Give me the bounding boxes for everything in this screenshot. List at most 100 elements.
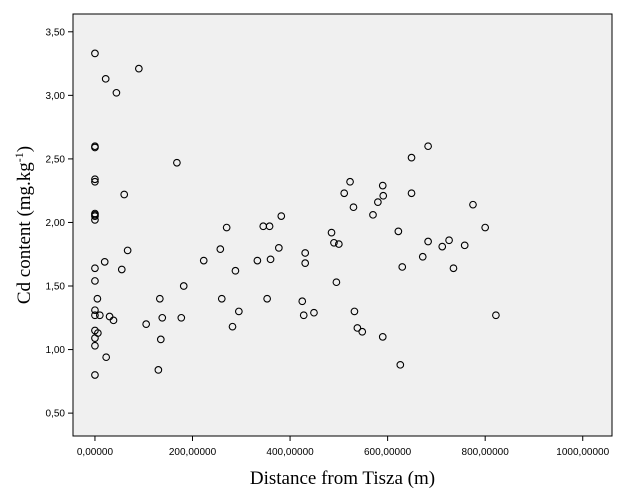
data-point [234,307,243,316]
data-point [231,266,240,275]
data-point [93,294,102,303]
data-point [301,249,310,257]
data-point [277,212,286,220]
x-tick-label: 400,00000 [266,447,314,458]
data-point [460,241,469,250]
y-tick-label: 0,50 [46,409,66,420]
data-point [394,227,403,236]
data-point [91,177,99,186]
data-point [112,88,121,97]
data-point [228,322,237,331]
data-point [298,297,307,306]
y-axis-title-superscript: -1 [12,152,26,162]
y-tick-label: 1,50 [46,282,66,293]
data-point [378,333,387,341]
x-tick-label: 1000,00000 [556,447,609,458]
data-point [105,312,114,321]
data-point [91,216,99,224]
data-point [154,366,163,374]
data-point [135,64,143,73]
data-point [155,294,164,303]
data-point [216,245,225,254]
data-point [330,238,338,247]
data-point [91,49,99,58]
data-point [158,313,167,322]
data-point [199,256,208,265]
data-point [91,175,99,184]
data-point [310,308,318,317]
y-axis: 0,50 1,00 1,50 2,00 2,50 3,00 3,50 [46,27,73,420]
data-point [469,200,477,209]
data-point [396,360,405,369]
plot-area [73,14,612,436]
data-point [332,278,341,287]
data-point [418,252,427,261]
data-point [91,143,99,152]
y-tick-label: 2,00 [46,218,66,229]
data-point [274,244,283,252]
data-point [481,223,490,232]
data-point [123,246,132,255]
data-point [91,311,99,320]
data-point [173,158,181,167]
data-point [379,191,388,200]
data-point [101,74,110,83]
y-tick-label: 3,50 [46,27,66,38]
data-point [263,294,271,303]
y-tick-label: 1,00 [46,345,66,356]
data-point [156,335,165,344]
y-axis-title: Cd content (mg.kg-1) [12,146,35,304]
y-axis-title-close: ) [14,146,35,152]
data-point [94,329,102,337]
data-point [407,153,416,162]
data-point [91,212,99,220]
data-points [91,49,500,379]
data-point [398,263,407,271]
y-tick-label: 3,00 [46,91,66,102]
data-point [120,190,129,199]
data-point [350,307,359,316]
data-point [91,306,99,315]
x-tick-label: 200,00000 [169,447,217,458]
data-point [91,371,99,379]
data-point [177,313,186,322]
data-point [95,311,104,320]
data-point [91,341,99,350]
data-point [374,198,382,206]
data-point [117,265,126,274]
data-point [91,277,99,285]
x-tick-label: 600,00000 [364,447,412,458]
data-point [424,142,432,151]
data-point [407,189,416,198]
data-point [346,177,354,186]
data-point [102,353,111,362]
data-point [349,203,358,212]
x-axis-title: Distance from Tisza (m) [250,468,435,489]
x-tick-label: 800,00000 [462,447,510,458]
data-point [266,255,275,264]
data-point [327,228,336,237]
data-point [449,264,458,273]
y-axis-title-main: Cd content (mg.kg [14,162,35,304]
data-point [438,242,447,251]
data-point [369,210,377,219]
x-axis: 0,00000 200,00000 400,00000 600,00000 800,00… [77,436,610,458]
data-point [445,236,453,245]
data-point [378,181,387,190]
data-point [358,327,367,336]
data-point [492,311,500,320]
y-tick-label: 2,50 [46,154,66,165]
data-point [179,282,188,290]
data-point [109,316,118,325]
data-point [142,320,151,328]
plot-frame [72,13,613,437]
data-point [253,256,262,265]
data-point [353,324,362,332]
data-point [217,294,226,303]
data-point [100,258,109,266]
data-point [334,240,343,248]
data-point [424,237,432,246]
data-point [91,264,99,273]
data-point [301,259,310,267]
